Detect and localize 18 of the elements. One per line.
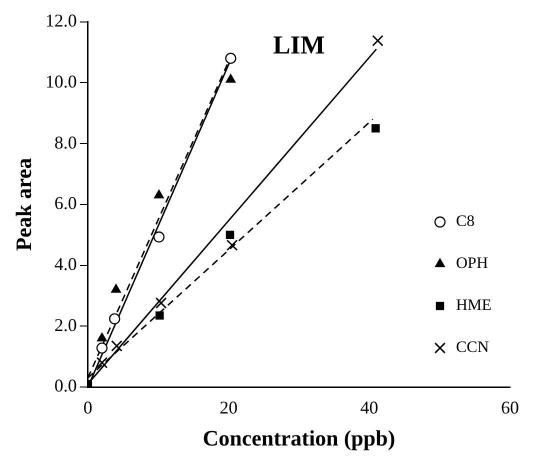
x-axis-title: Concentration (ppb) xyxy=(202,425,396,450)
y-axis-title: Peak area xyxy=(10,158,36,251)
y-tick-label: 10.0 xyxy=(45,71,77,92)
y-tick-label: 0.0 xyxy=(54,376,77,396)
y-tick-label: 4.0 xyxy=(54,254,77,274)
y-tick-label: 8.0 xyxy=(54,132,77,152)
annotation: LIM xyxy=(272,30,325,60)
legend-label: HME xyxy=(456,297,492,314)
y-tick-label: 6.0 xyxy=(54,193,77,214)
legend-label: OPH xyxy=(456,255,488,272)
legend-label: C8 xyxy=(456,213,475,230)
y-tick-label: 2.0 xyxy=(54,314,77,335)
legend-label: CCN xyxy=(456,339,490,356)
x-tick-label: 40 xyxy=(360,398,378,418)
x-tick-label: 0 xyxy=(83,398,92,418)
y-tick-label: 12.0 xyxy=(45,10,77,31)
x-tick-label: 60 xyxy=(501,398,519,418)
x-tick-label: 20 xyxy=(220,398,238,418)
